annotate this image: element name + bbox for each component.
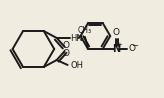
Text: OH: OH bbox=[71, 61, 84, 70]
Text: O: O bbox=[129, 44, 136, 53]
Text: −: − bbox=[131, 41, 138, 50]
Text: N: N bbox=[112, 44, 120, 54]
Text: CH₃: CH₃ bbox=[78, 26, 92, 35]
Text: O: O bbox=[62, 49, 69, 58]
Text: O: O bbox=[112, 28, 119, 37]
Text: +: + bbox=[117, 42, 123, 48]
Text: O: O bbox=[62, 41, 69, 50]
Text: HN: HN bbox=[71, 34, 83, 43]
